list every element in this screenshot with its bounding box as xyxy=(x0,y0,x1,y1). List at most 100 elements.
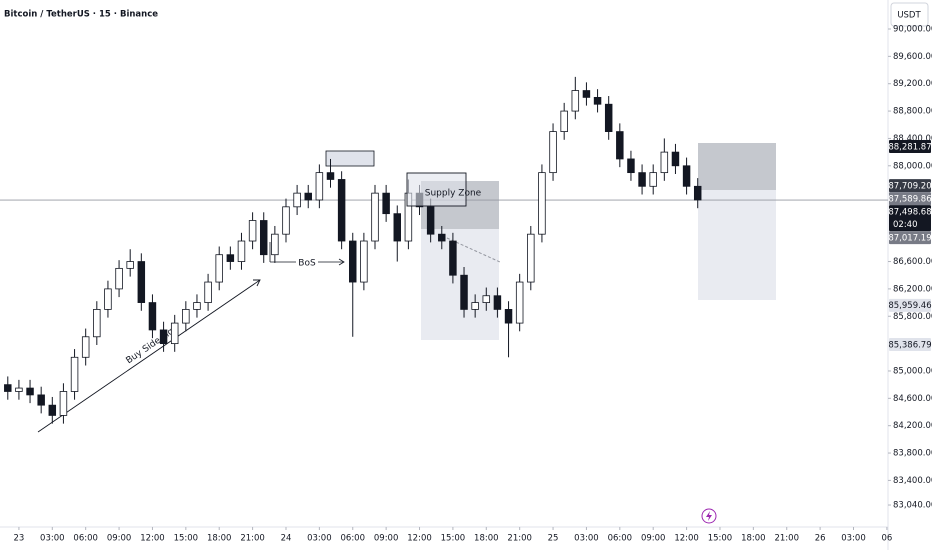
y-tick-label: 84,600.00 xyxy=(893,394,932,404)
candle-body xyxy=(460,274,468,310)
candle-body xyxy=(148,302,157,331)
x-tick-label: 25 xyxy=(548,534,559,544)
x-tick-label: 15:00 xyxy=(441,534,466,544)
liq-arrow-head xyxy=(253,279,261,287)
event-icon-bolt xyxy=(706,511,712,521)
candle-body xyxy=(193,302,201,310)
supply-label-box xyxy=(406,172,467,207)
candle-body xyxy=(104,288,112,310)
x-tick-label: 18:00 xyxy=(741,534,766,544)
x-tick-label: 21:00 xyxy=(507,534,532,544)
y-tick-label: 83,800.00 xyxy=(893,449,932,459)
candle-body xyxy=(671,151,680,167)
candle-body xyxy=(70,356,79,392)
y-tick-label: 83,040.00 xyxy=(893,501,932,511)
y-tick-label: 86,600.00 xyxy=(893,257,932,267)
candle-body xyxy=(627,158,635,174)
price-badge-label: 85,959.46 xyxy=(888,301,931,311)
candle-body xyxy=(571,90,580,112)
x-tick-label: 21:00 xyxy=(774,534,799,544)
candle-body xyxy=(315,172,324,201)
price-badge-label: 87,498.68 xyxy=(888,207,931,217)
candle-body xyxy=(81,336,90,358)
price-badge xyxy=(889,338,931,352)
y-tick-label: 83,400.00 xyxy=(893,476,932,486)
candle-body xyxy=(159,329,168,345)
candle-body xyxy=(382,192,390,215)
y-tick-label: 85,000.00 xyxy=(893,366,932,376)
candle-body xyxy=(527,233,535,283)
price-badge xyxy=(889,205,931,232)
candle-body xyxy=(426,206,435,235)
x-tick-label: 09:00 xyxy=(107,534,132,544)
candle-body xyxy=(59,391,68,416)
price-badge xyxy=(889,179,931,193)
y-tick-label: 84,200.00 xyxy=(893,421,932,431)
candle-body xyxy=(616,131,624,160)
candle-body xyxy=(93,309,101,338)
candle-body xyxy=(137,261,146,303)
currency-button[interactable] xyxy=(890,2,929,27)
currency-label[interactable]: USDT xyxy=(897,11,921,21)
candle-body xyxy=(660,151,669,174)
candle-body xyxy=(259,220,268,256)
candle-body xyxy=(371,192,379,242)
candle-body xyxy=(493,295,502,310)
candle-body xyxy=(560,110,568,132)
x-tick-label: 06 xyxy=(881,534,892,544)
price-badge xyxy=(889,192,931,206)
candle-body xyxy=(549,131,557,174)
candle-body xyxy=(115,267,123,290)
candle-body xyxy=(449,240,457,276)
x-tick-label: 12:00 xyxy=(140,534,165,544)
price-badge-label: 85,386.79 xyxy=(888,340,931,350)
candle-body xyxy=(538,172,546,235)
candle-body xyxy=(204,281,212,303)
price-badge xyxy=(889,298,931,312)
candle-body xyxy=(182,309,190,324)
x-tick-label: 03:00 xyxy=(307,534,332,544)
candle-body xyxy=(337,179,346,242)
price-badge-countdown: 02:40 xyxy=(893,220,918,230)
candle-body xyxy=(604,103,613,132)
candle-body xyxy=(170,322,179,345)
candle-body xyxy=(438,233,446,242)
candle-body xyxy=(693,185,702,201)
x-tick-label: 15:00 xyxy=(708,534,733,544)
x-tick-label: 26 xyxy=(815,534,826,544)
candle-body xyxy=(638,172,646,187)
x-tick-label: 23 xyxy=(14,534,25,544)
candle-body xyxy=(15,387,23,392)
x-tick-label: 15:00 xyxy=(174,534,199,544)
candle-body xyxy=(37,394,45,406)
x-tick-label: 03:00 xyxy=(841,534,866,544)
candle-body xyxy=(271,233,279,256)
candle-body xyxy=(248,220,257,242)
x-tick-label: 21:00 xyxy=(240,534,265,544)
candle-body xyxy=(4,384,12,392)
candle-body xyxy=(226,254,235,262)
candle-body xyxy=(582,90,591,98)
y-tick-label: 88,400.00 xyxy=(893,134,932,144)
y-tick-label: 89,600.00 xyxy=(893,52,932,62)
x-tick-label: 06:00 xyxy=(73,534,98,544)
y-tick-label: 86,200.00 xyxy=(893,284,932,294)
x-tick-label: 12:00 xyxy=(674,534,699,544)
price-badge-label: 87,709.20 xyxy=(888,181,931,191)
candle-body xyxy=(326,172,335,180)
price-badge xyxy=(889,140,931,154)
price-badge xyxy=(889,231,931,245)
x-tick-label: 09:00 xyxy=(641,534,666,544)
candle-body xyxy=(304,192,312,201)
y-tick-label: 85,800.00 xyxy=(893,312,932,322)
x-tick-label: 09:00 xyxy=(374,534,399,544)
candle-body xyxy=(515,281,524,324)
y-tick-label: 88,800.00 xyxy=(893,107,932,117)
profit-zone xyxy=(698,190,776,300)
supply-label: Supply Zone xyxy=(425,189,482,199)
candle-body xyxy=(349,240,357,283)
candle-body xyxy=(649,172,657,187)
bos-label: BoS xyxy=(298,259,316,269)
candle-body xyxy=(593,96,602,105)
